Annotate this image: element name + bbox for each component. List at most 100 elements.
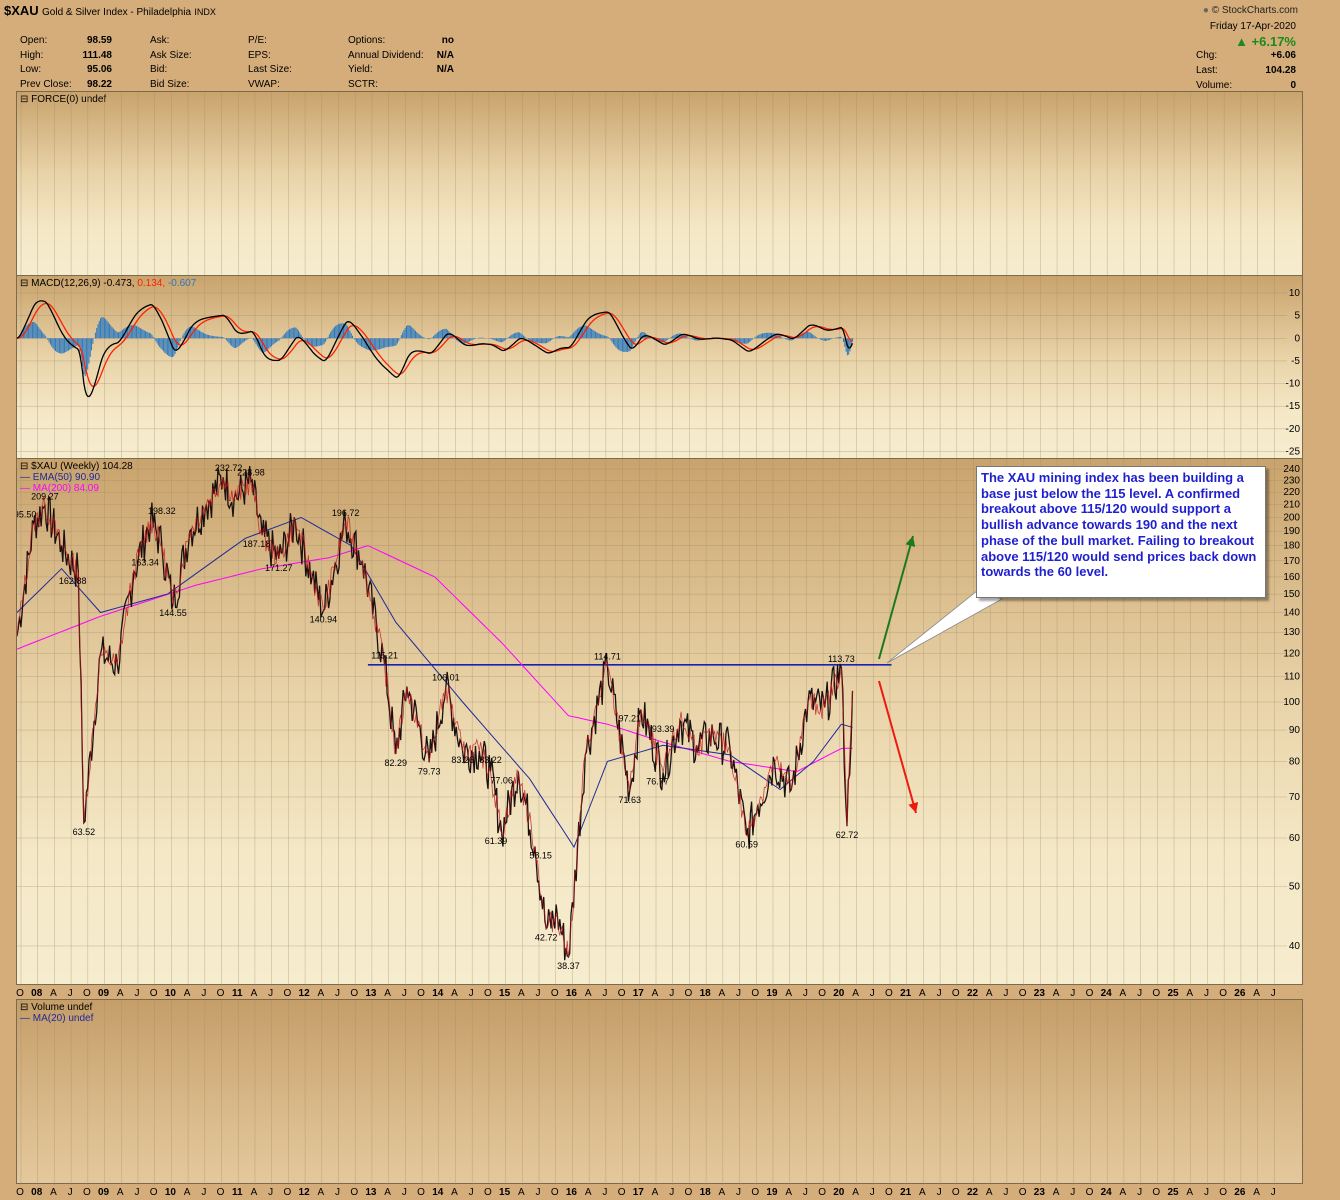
x-tick-label: J <box>870 1187 875 1198</box>
price-annotation: 171.27 <box>265 563 293 573</box>
y-tick-label: 5 <box>1294 311 1300 322</box>
x-tick-label: O <box>551 988 559 999</box>
x-tick-label: A <box>652 988 659 999</box>
callout-pointer <box>886 590 1004 664</box>
y-tick-label: 50 <box>1289 882 1301 893</box>
x-tick-label: J <box>602 1187 607 1198</box>
x-tick-label: 21 <box>900 1187 912 1198</box>
x-tick-label: O <box>1019 1187 1027 1198</box>
quote-value: 104.28 <box>1265 65 1296 77</box>
x-tick-label: A <box>184 988 191 999</box>
x-tick-label: A <box>451 1187 458 1198</box>
quote-col4: Options: no Annual Dividend: N/A Yield: N/A SC… <box>348 34 454 93</box>
price-label: $XAU (Weekly) 104.28 <box>31 461 133 472</box>
price-annotation: 82.29 <box>385 758 408 768</box>
bearish-arrow <box>878 680 917 814</box>
price-annotation: 76.77 <box>646 776 669 786</box>
quote-label: Low: <box>20 64 42 76</box>
x-tick-label: J <box>68 1187 73 1198</box>
x-tick-label: O <box>484 1187 492 1198</box>
x-tick-label: A <box>317 988 324 999</box>
x-tick-label: J <box>1137 1187 1142 1198</box>
macd-panel: 10 5 0 -5 -10 -15 -20 -25 ⊟ MACD(12,26,9) -0.47… <box>16 275 1303 460</box>
x-tick-label: A <box>384 988 391 999</box>
x-tick-label: 14 <box>432 1187 444 1198</box>
x-tick-label: A <box>652 1187 659 1198</box>
macd-signal-label: 0.134, <box>137 278 166 289</box>
ema-label: EMA(50) 90.90 <box>32 472 101 483</box>
y-tick-label: 90 <box>1289 725 1301 736</box>
x-tick-label: O <box>350 1187 358 1198</box>
price-annotation: 114.71 <box>594 652 621 662</box>
x-tick-label: J <box>469 1187 474 1198</box>
x-tick-label: 13 <box>365 1187 377 1198</box>
quote-row: Open: 98.59 <box>20 34 112 49</box>
x-tick-label: O <box>484 988 492 999</box>
quote-label: Options: <box>348 35 386 46</box>
x-tick-label: J <box>469 988 474 999</box>
quote-row: P/E: <box>248 34 328 49</box>
x-tick-label: A <box>117 1187 124 1198</box>
y-tick-label: 80 <box>1289 756 1301 767</box>
quote-value <box>210 49 230 64</box>
x-tick-label: J <box>1204 988 1209 999</box>
x-tick-label: A <box>251 988 258 999</box>
quote-label: Last: <box>1196 65 1218 77</box>
x-tick-label: A <box>1253 988 1260 999</box>
quote-value: N/A <box>436 49 454 61</box>
price-annotation: 162.88 <box>59 576 87 586</box>
x-tick-label: A <box>719 1187 726 1198</box>
x-tick-label: 20 <box>833 1187 845 1198</box>
quote-row: Yield: N/A <box>348 63 454 78</box>
x-tick-label: J <box>669 1187 674 1198</box>
y-tick-label: -25 <box>1286 446 1301 457</box>
quote-value: 0 <box>1290 79 1296 91</box>
x-tick-label: 17 <box>633 1187 645 1198</box>
force-grid <box>20 92 1275 277</box>
price-annotation: 140.94 <box>310 615 338 625</box>
x-tick-label: 08 <box>31 988 43 999</box>
quote-label: SCTR: <box>348 79 378 91</box>
quote-row: High: 111.48 <box>20 49 112 64</box>
x-tick-label: A <box>986 1187 993 1198</box>
quote-row: Ask Size: <box>150 49 230 64</box>
macd-chart: 10 5 0 -5 -10 -15 -20 -25 <box>17 276 1301 460</box>
price-chart: 40 50 60 70 80 90 100 110 120 130 140 150 160 170 180 1… <box>17 459 1301 986</box>
x-tick-label: O <box>1086 1187 1094 1198</box>
vol-ma-label: MA(20) undef <box>32 1013 94 1024</box>
x-tick-label: 25 <box>1167 988 1179 999</box>
quote-row: Bid: <box>150 63 230 78</box>
price-annotation: 232.72 <box>215 463 243 473</box>
x-tick-label: J <box>1070 988 1075 999</box>
x-tick-label: O <box>1219 988 1227 999</box>
x-tick-label: O <box>417 1187 425 1198</box>
price-annotation: 97.21 <box>618 714 641 724</box>
x-tick-label: 11 <box>232 1187 243 1198</box>
x-tick-label: O <box>83 1187 91 1198</box>
price-annotation: 83.22 <box>479 755 502 765</box>
x-tick-label: A <box>585 988 592 999</box>
price-annotation: 106.01 <box>432 673 460 683</box>
x-tick-label: O <box>217 988 225 999</box>
index-name: Gold & Silver Index - Philadelphia <box>42 7 192 18</box>
x-tick-label: O <box>952 988 960 999</box>
y-tick-label: 100 <box>1283 697 1300 708</box>
brand-text: © StockCharts.com <box>1211 5 1298 16</box>
x-tick-label: 12 <box>299 1187 311 1198</box>
x-tick-label: J <box>937 988 942 999</box>
x-tick-label: O <box>150 988 158 999</box>
x-tick-label: O <box>16 988 24 999</box>
quote-label: Bid Size: <box>150 79 190 91</box>
x-tick-label: 19 <box>766 988 778 999</box>
x-tick-label: 22 <box>967 1187 979 1198</box>
x-tick-label: O <box>217 1187 225 1198</box>
y-tick-label: 220 <box>1283 487 1300 498</box>
x-tick-label: J <box>201 1187 206 1198</box>
quote-label: Ask: <box>150 35 170 46</box>
quote-label: Bid: <box>150 64 168 76</box>
x-tick-label: A <box>1120 1187 1127 1198</box>
quote-label: Volume: <box>1196 79 1233 91</box>
x-tick-label: 18 <box>700 1187 712 1198</box>
x-tick-label: A <box>1120 988 1127 999</box>
price-annotation: 63.52 <box>73 827 96 837</box>
